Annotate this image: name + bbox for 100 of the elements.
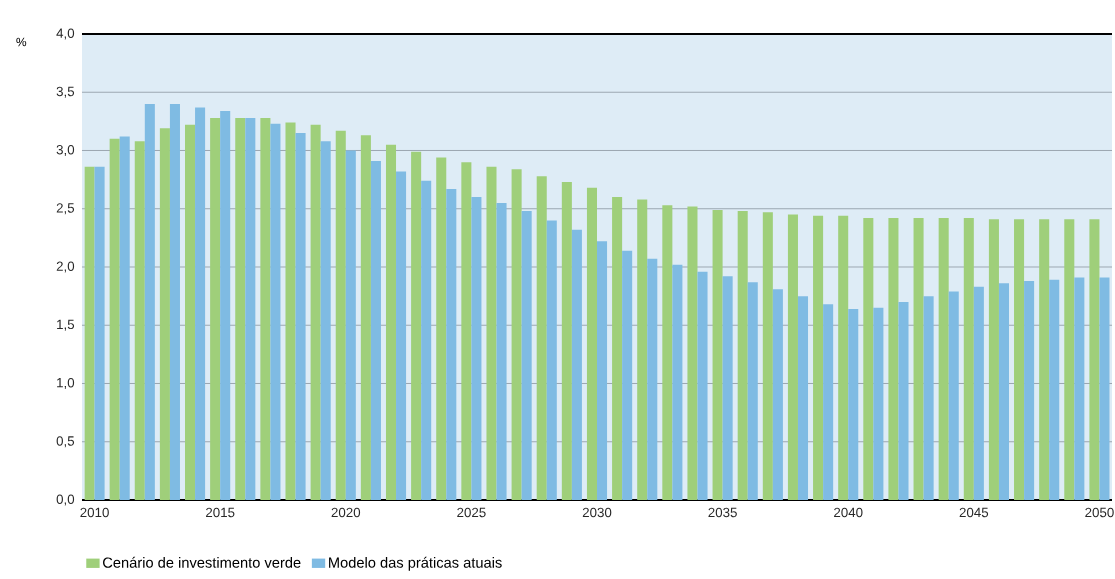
bar: [210, 117, 221, 500]
bar: [345, 150, 356, 500]
bar: [923, 296, 934, 500]
bar: [888, 218, 899, 500]
x-tick-label: 2050: [1085, 507, 1114, 518]
bar: [597, 241, 608, 500]
bar: [848, 308, 859, 500]
y-tick-label: 4,0: [56, 28, 75, 40]
bar: [446, 188, 457, 500]
bar: [988, 219, 999, 500]
bar: [1024, 280, 1035, 500]
x-tick-label: 2020: [331, 507, 361, 518]
y-tick-label: 2,5: [56, 203, 75, 215]
bar: [762, 212, 773, 500]
bar: [637, 199, 648, 500]
bar: [421, 180, 432, 500]
bar: [169, 103, 180, 500]
bar: [963, 218, 974, 500]
bar: [360, 135, 371, 500]
bar: [813, 215, 824, 500]
y-tick-label: 0,0: [56, 494, 75, 506]
bar: [873, 307, 884, 500]
bar: [712, 209, 723, 500]
bar: [938, 218, 949, 500]
bar: [863, 218, 874, 500]
bar: [823, 304, 834, 500]
bar: [838, 215, 849, 500]
legend-label: Modelo das práticas atuais: [329, 556, 502, 571]
bar: [1049, 279, 1060, 500]
bar: [496, 202, 507, 500]
bar: [119, 136, 130, 500]
bar: [586, 187, 597, 500]
bar: [461, 162, 472, 500]
bar: [998, 283, 1009, 500]
bar: [245, 117, 256, 500]
bar: [571, 229, 582, 500]
x-tick-label: 2035: [708, 507, 737, 518]
bar: [335, 130, 346, 500]
bar: [697, 271, 708, 500]
bar: [370, 160, 381, 500]
x-tick-label: 2010: [80, 507, 109, 518]
bar: [1039, 219, 1050, 500]
y-axis-title: %: [16, 37, 27, 47]
bar: [220, 110, 231, 500]
bar: [1074, 277, 1085, 500]
bar: [898, 301, 909, 500]
bar: [511, 169, 522, 500]
bar: [471, 197, 482, 500]
y-tick-label: 1,5: [57, 319, 75, 331]
bar: [195, 107, 206, 500]
bar: [270, 123, 281, 500]
bar: [1099, 277, 1110, 500]
bar: [84, 166, 95, 500]
bar: [295, 133, 306, 500]
x-tick-label: 2045: [959, 507, 989, 518]
bar: [94, 166, 105, 500]
bar: [647, 258, 658, 500]
y-tick-label: 3,5: [56, 86, 75, 98]
bar: [320, 141, 331, 500]
bar: [737, 211, 748, 500]
y-tick-label: 3,0: [56, 144, 75, 157]
bar: [662, 205, 673, 500]
bar: [672, 264, 683, 500]
legend-label: Cenário de investimento verde: [103, 556, 301, 568]
y-tick-label: 1,0: [57, 378, 75, 390]
bar: [948, 291, 959, 500]
x-tick-label: 2040: [834, 507, 863, 518]
bar: [561, 181, 572, 500]
bar: [1089, 219, 1100, 500]
bar: [747, 282, 758, 500]
bar: [913, 218, 924, 500]
y-tick-label: 0,5: [56, 436, 75, 448]
bar: [772, 289, 783, 500]
bar: [722, 276, 733, 500]
x-tick-label: 2025: [457, 507, 486, 518]
bar: [396, 171, 407, 500]
bar: [687, 206, 698, 500]
bar: [486, 166, 497, 500]
bar: [536, 176, 547, 500]
x-tick-label: 2030: [582, 507, 612, 518]
bar: [411, 151, 422, 500]
bar: [1014, 219, 1025, 500]
bar: [797, 296, 809, 500]
bar: [436, 157, 447, 500]
bar: [521, 211, 532, 500]
bar: [973, 286, 984, 500]
bar: [285, 122, 296, 500]
bar: [385, 144, 397, 500]
bar: [260, 117, 271, 500]
bar: [612, 197, 623, 500]
y-tick-label: 2,0: [56, 261, 75, 273]
bar: [787, 214, 798, 500]
bar: [622, 250, 633, 500]
bar: [546, 220, 557, 500]
bar: [144, 103, 155, 500]
bar: [159, 128, 170, 500]
bar: [109, 138, 120, 500]
bar: [185, 124, 196, 500]
bar: [310, 124, 321, 500]
bar: [1064, 219, 1075, 500]
